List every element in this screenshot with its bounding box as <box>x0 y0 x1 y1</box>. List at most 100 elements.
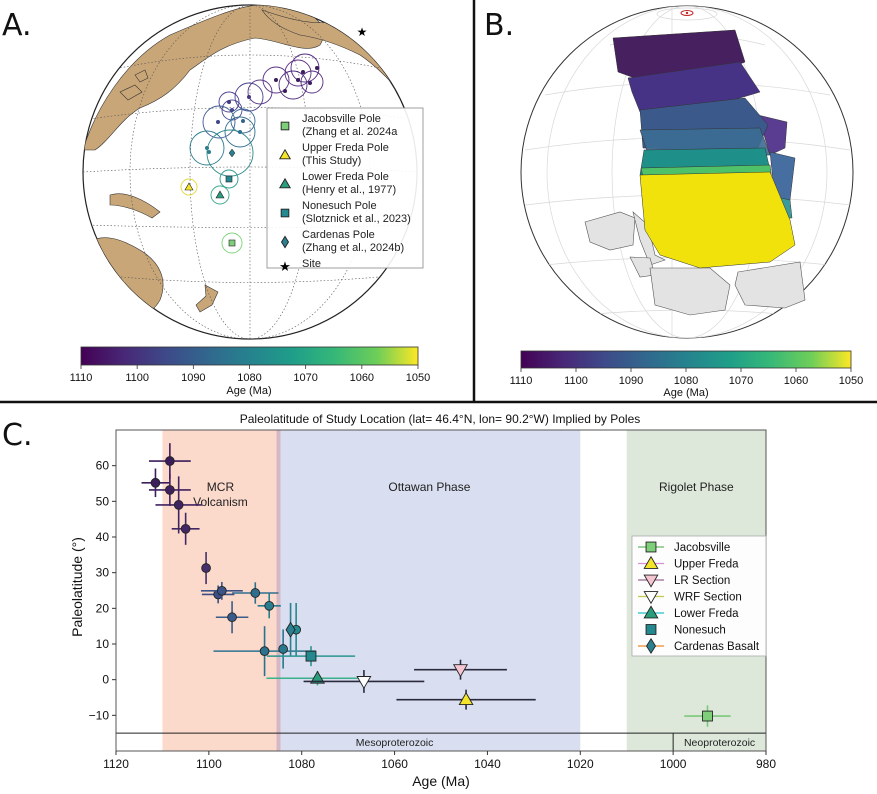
data-point <box>285 602 296 657</box>
point-marker-triangle-down <box>452 664 469 678</box>
point-marker-circle <box>227 612 237 623</box>
colorbar-b-tick-label: 1060 <box>784 375 808 387</box>
data-point <box>213 626 316 677</box>
chart-legend-item: Cardenas Basalt <box>638 637 760 655</box>
point-marker-triangle-up <box>458 691 474 706</box>
legend-a-marker-square-icon <box>280 208 290 218</box>
data-point <box>266 646 356 667</box>
legend-a-ref: (This Study) <box>302 155 361 167</box>
data-point <box>148 443 191 479</box>
data-point <box>215 601 249 634</box>
chart-legend-item: WRF Section <box>638 591 742 605</box>
x-tick-label: 1020 <box>567 757 594 771</box>
legend-a-item: Lower Freda Pole(Henry et al., 1977) <box>278 171 396 196</box>
point-marker-circle <box>173 500 184 510</box>
chart-legend-item: Nonesuch <box>645 624 726 637</box>
legend-a-marker-triangle-up-icon <box>278 148 292 160</box>
legend-marker-square-icon <box>645 541 657 553</box>
point-marker-circle <box>165 485 175 495</box>
legend-a-item: Cardenas Pole(Zhang et al., 2024b) <box>280 229 404 254</box>
landmass-asia <box>83 5 325 151</box>
point-marker-square <box>305 650 317 662</box>
colorbar-b-tick-label: 1110 <box>510 375 533 387</box>
legend-a-ref: (Zhang et al. 2024a <box>302 126 398 138</box>
x-tick-label: 980 <box>756 757 776 771</box>
chart-legend-label: Jacobsville <box>674 542 730 554</box>
chart-legend-item: Lower Freda <box>638 605 739 620</box>
region-label: Rigolet Phase <box>659 480 734 494</box>
legend-a-marker-square-icon <box>280 121 290 131</box>
colorbar-a-tick-label: 1090 <box>181 372 205 384</box>
legend-marker-triangle-up-icon <box>643 555 659 569</box>
point-marker-circle <box>250 588 261 598</box>
colorbar-a-tick-label: 1100 <box>125 372 149 384</box>
data-point <box>414 659 507 680</box>
point-marker-circle <box>217 586 227 596</box>
data-point <box>396 689 536 710</box>
colorbar-a-tick-label: 1050 <box>406 372 430 384</box>
colorbar-a-label: Age (Ma) <box>226 385 271 397</box>
x-tick-label: 1100 <box>196 757 222 771</box>
chart-legend-label: WRF Section <box>674 592 742 604</box>
legend-a-item: ★ Site <box>279 258 321 274</box>
data-point <box>201 551 211 585</box>
data-point <box>266 670 369 686</box>
site-star-icon: ★ <box>357 25 368 39</box>
y-tick-label: 50 <box>96 494 110 508</box>
legend-a-name: Cardenas Pole <box>302 229 375 241</box>
chart-legend-item: Upper Freda <box>638 555 739 571</box>
x-tick-label: 1000 <box>660 757 687 771</box>
landmass-japan <box>119 69 149 101</box>
legend-a-name: Jacobsville Pole <box>302 113 381 125</box>
point-marker-circle <box>278 644 288 654</box>
point-marker-circle <box>264 600 275 611</box>
legend-marker-diamond-icon <box>645 637 657 655</box>
point-marker-triangle-up <box>309 670 326 684</box>
region-band <box>278 430 581 751</box>
panel-a-legend: Jacobsville Pole(Zhang et al. 2024a Upper… <box>266 107 424 274</box>
colorbar-b-label: Age (Ma) <box>663 387 708 399</box>
landmass-new-zealand <box>195 284 219 313</box>
data-point <box>303 670 425 693</box>
colorbar-a-tick-label: 1080 <box>237 372 261 384</box>
chart-legend-label: Lower Freda <box>674 608 739 620</box>
x-axis-label: Age (Ma) <box>412 773 470 789</box>
point-marker-circle <box>165 456 175 466</box>
region-overlap <box>276 430 281 751</box>
region-label: Volcanism <box>193 495 248 509</box>
colorbar-b-tick-label: 1100 <box>564 375 588 387</box>
y-tick-label: 0 <box>102 673 109 687</box>
colorbar-a: 1110 1100 1090 1080 1070 1060 1050 Age (Ma) <box>70 346 430 397</box>
legend-a-item: Upper Freda Pole(This Study) <box>278 142 389 167</box>
legend-a-name: Upper Freda Pole <box>302 142 389 154</box>
x-tick-label: 1040 <box>474 757 501 771</box>
legend-a-name: Site <box>302 258 321 270</box>
legend-a-marker-star-icon: ★ <box>279 259 291 274</box>
chart-title: Paleolatitude of Study Location (lat= 46… <box>240 412 641 426</box>
data-point <box>232 582 279 604</box>
colorbar-b-tick-label: 1050 <box>839 375 863 387</box>
era-label: Mesoproterozoic <box>356 737 434 749</box>
y-tick-label: 60 <box>96 459 110 473</box>
colorbar-b-tick-label: 1090 <box>619 375 643 387</box>
x-tick-label: 1080 <box>288 757 315 771</box>
legend-a-item: Jacobsville Pole(Zhang et al. 2024a <box>280 113 398 138</box>
chart-legend-label: Cardenas Basalt <box>674 641 760 653</box>
data-point <box>200 581 243 600</box>
data-point <box>171 512 200 545</box>
era-label: Neoproterozoic <box>684 737 755 749</box>
data-point <box>148 473 191 506</box>
region-label: MCR <box>207 480 235 494</box>
data-point <box>257 593 281 619</box>
y-tick-label: 30 <box>96 566 110 580</box>
legend-a-name: Lower Freda Pole <box>302 171 389 183</box>
colorbar-a-tick-label: 1060 <box>350 372 374 384</box>
y-tick-label: 40 <box>96 530 110 544</box>
colorbar-b-tick-label: 1080 <box>674 375 698 387</box>
data-point <box>278 629 288 669</box>
point-marker-circle <box>259 646 270 656</box>
point-marker-circle <box>180 523 191 534</box>
region-label: Ottawan Phase <box>388 480 470 494</box>
chart-legend-item: Jacobsville <box>638 541 730 554</box>
chart-legend-label: LR Section <box>674 575 730 587</box>
